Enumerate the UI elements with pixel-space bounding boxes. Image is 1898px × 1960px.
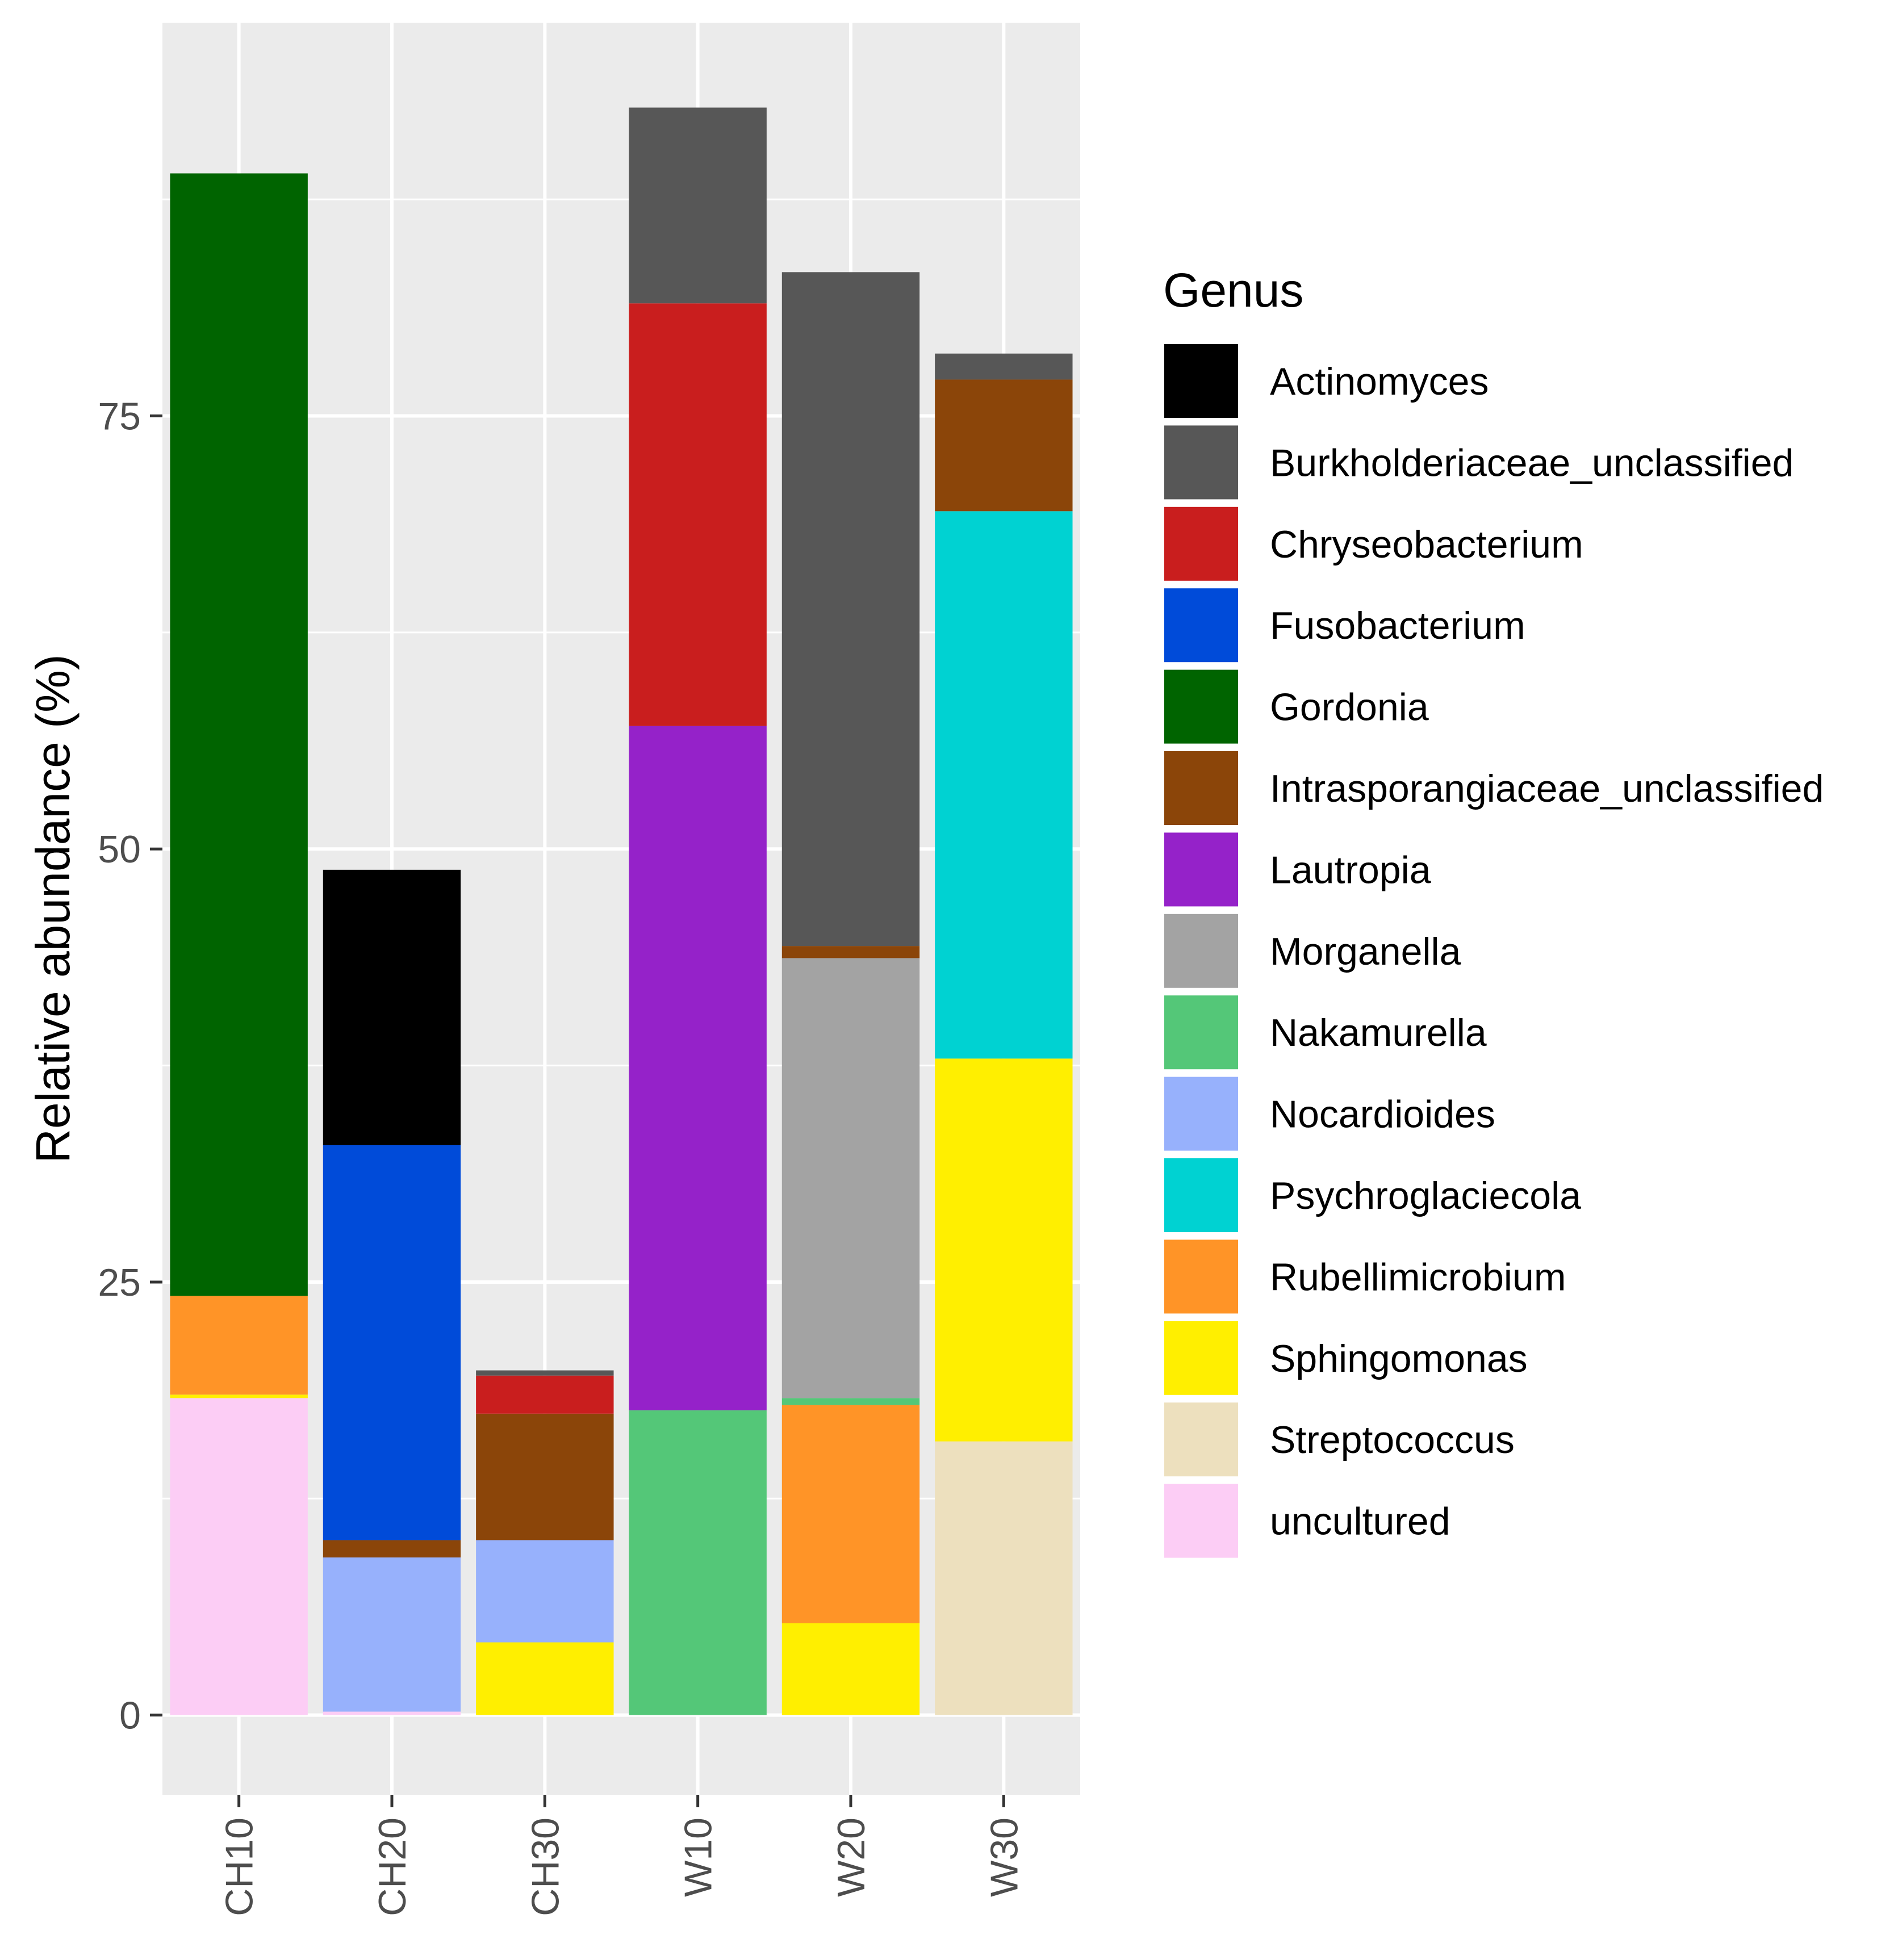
legend-key-psychroglaciecola <box>1164 1158 1238 1232</box>
legend-label: Intrasporangiaceae_unclassified <box>1270 767 1824 810</box>
legend-label: Burkholderiaceae_unclassified <box>1270 441 1794 484</box>
bar-segment-rubellimicrobium-w20 <box>781 1405 920 1623</box>
y-tick-label: 25 <box>98 1261 141 1304</box>
bar-segment-intrasporangiaceae-unclassified-w30 <box>935 379 1073 512</box>
bar-segment-sphingomonas-w20 <box>781 1623 920 1715</box>
bar-segment-sphingomonas-ch10 <box>170 1394 308 1398</box>
bar-segment-rubellimicrobium-ch10 <box>170 1296 308 1395</box>
y-axis-title: Relative abundance (%) <box>26 654 80 1163</box>
x-tick-label: W10 <box>677 1817 720 1897</box>
legend: Genus Actinomyces Burkholderiaceae_unclas… <box>1163 263 1824 1558</box>
legend-key-uncultured <box>1164 1484 1238 1558</box>
x-axis: CH10 CH20 CH30 W10 W20 W30 <box>218 1795 1026 1916</box>
legend-label: Fusobacterium <box>1270 604 1525 647</box>
bar-segment-sphingomonas-w30 <box>935 1058 1073 1442</box>
bar-segment-streptococcus-w30 <box>935 1441 1073 1715</box>
legend-label: Nocardioides <box>1270 1093 1495 1136</box>
y-tick-label: 75 <box>98 395 141 438</box>
legend-key-lautropia <box>1164 832 1238 907</box>
legend-key-nakamurella <box>1164 995 1238 1070</box>
legend-label: Streptococcus <box>1270 1418 1515 1461</box>
bar-segment-nocardioides-ch30 <box>476 1540 614 1643</box>
legend-key-fusobacterium <box>1164 588 1238 663</box>
bar-segment-nakamurella-w10 <box>629 1410 767 1715</box>
legend-label: Sphingomonas <box>1270 1337 1528 1380</box>
bar-segment-intrasporangiaceae-unclassified-ch30 <box>476 1413 614 1540</box>
legend-key-nocardioides <box>1164 1077 1238 1151</box>
bar-segment-sphingomonas-ch30 <box>476 1642 614 1715</box>
x-tick-label: CH20 <box>371 1817 414 1916</box>
legend-label: Psychroglaciecola <box>1270 1174 1581 1217</box>
x-tick-label: W30 <box>983 1817 1026 1897</box>
bar-segment-burkholderiaceae-unclassified-w30 <box>935 353 1073 380</box>
y-axis: 0 25 50 75 <box>98 395 162 1737</box>
legend-key-chryseobacterium <box>1164 506 1238 581</box>
legend-label: Lautropia <box>1270 848 1431 891</box>
grid-minor <box>162 198 1080 1500</box>
bar-segment-chryseobacterium-w10 <box>629 303 767 726</box>
legend-title: Genus <box>1163 263 1304 317</box>
legend-key-streptococcus <box>1164 1402 1238 1477</box>
legend-key-burkholderiaceae-unclassified <box>1164 425 1238 500</box>
plot-panel <box>162 23 1080 1795</box>
bar-segment-fusobacterium-ch20 <box>323 1145 461 1540</box>
bar-segment-gordonia-ch10 <box>170 173 308 1296</box>
legend-label: Actinomyces <box>1270 360 1489 403</box>
bar-segment-actinomyces-ch20 <box>323 869 461 1145</box>
legend-key-intrasporangiaceae-unclassified <box>1164 751 1238 825</box>
bar-segment-lautropia-w10 <box>629 726 767 1410</box>
legend-label: Rubellimicrobium <box>1270 1255 1566 1299</box>
bar-segment-burkholderiaceae-unclassified-w20 <box>781 272 920 947</box>
bar-segment-intrasporangiaceae-unclassified-w20 <box>781 946 920 958</box>
bar-segment-burkholderiaceae-unclassified-w10 <box>629 107 767 304</box>
legend-label: Nakamurella <box>1270 1011 1487 1054</box>
bar-segment-nocardioides-ch20 <box>323 1557 461 1712</box>
legend-label: Morganella <box>1270 930 1461 973</box>
x-tick-label: CH30 <box>524 1817 567 1916</box>
legend-key-sphingomonas <box>1164 1321 1238 1395</box>
legend-key-morganella <box>1164 914 1238 988</box>
bar-segment-uncultured-ch10 <box>170 1398 308 1715</box>
legend-key-actinomyces <box>1164 344 1238 418</box>
x-tick-label: CH10 <box>218 1817 261 1916</box>
legend-label: Chryseobacterium <box>1270 523 1583 566</box>
bar-segment-intrasporangiaceae-unclassified-ch20 <box>323 1540 461 1558</box>
legend-label: uncultured <box>1270 1500 1450 1543</box>
legend-key-rubellimicrobium <box>1164 1239 1238 1314</box>
bar-segment-psychroglaciecola-w30 <box>935 511 1073 1059</box>
bar-segment-morganella-w20 <box>781 958 920 1398</box>
y-tick-label: 0 <box>119 1694 141 1737</box>
x-tick-label: W20 <box>830 1817 873 1897</box>
bars <box>170 107 1073 1715</box>
y-tick-label: 50 <box>98 828 141 871</box>
bar-segment-burkholderiaceae-unclassified-ch30 <box>476 1370 614 1376</box>
bar-segment-chryseobacterium-ch30 <box>476 1375 614 1414</box>
legend-key-gordonia <box>1164 669 1238 744</box>
bar-segment-uncultured-ch20 <box>323 1711 461 1715</box>
bar-segment-nakamurella-w20 <box>781 1398 920 1405</box>
legend-label: Gordonia <box>1270 686 1429 729</box>
